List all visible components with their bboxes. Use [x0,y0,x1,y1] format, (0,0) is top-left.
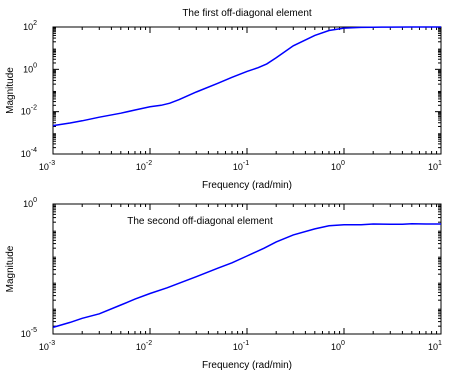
x-tick-base: 10 [331,342,341,352]
x-tick-label: 10-3 [39,160,55,172]
series-line-2 [52,222,441,329]
chart-title: The first off-diagonal element [182,8,312,19]
x-tick-exponent: 0 [341,340,345,347]
x-tick-exponent: 1 [438,160,442,167]
y-tick-exponent: 2 [33,20,37,27]
x-tick-exponent: -3 [49,340,55,347]
y-tick-base: 10 [21,329,31,339]
x-tick-exponent: -3 [49,160,55,167]
x-tick-exponent: 0 [341,160,345,167]
y-tick-label: 10-4 [21,147,37,159]
x-tick-label: 10-2 [136,340,152,352]
x-tick-label: 101 [428,160,442,172]
x-tick-base: 10 [233,342,243,352]
y-tick-base: 10 [23,64,33,74]
x-tick-label: 10-1 [233,160,249,172]
x-tick-base: 10 [136,162,146,172]
x-axis-label: Frequency (rad/min) [202,180,292,191]
x-tick-label: 101 [428,340,442,352]
x-tick-label: 10-3 [39,340,55,352]
x-tick-label: 10-2 [136,160,152,172]
y-tick-label: 102 [23,20,37,32]
y-tick-label: 100 [23,62,37,74]
x-tick-exponent: -1 [243,160,249,167]
x-tick-base: 10 [136,342,146,352]
y-tick-exponent: -4 [31,147,37,154]
x-tick-exponent: -1 [243,340,249,347]
y-tick-base: 10 [21,149,31,159]
y-tick-base: 10 [23,199,33,209]
x-tick-label: 10-1 [233,340,249,352]
x-tick-base: 10 [233,162,243,172]
x-tick-exponent: 1 [438,340,442,347]
series-line-1 [52,26,441,127]
x-tick-base: 10 [39,342,49,352]
y-axis-label: Magnitude [5,245,16,292]
x-tick-base: 10 [39,162,49,172]
x-tick-label: 100 [331,340,345,352]
chart-title: The second off-diagonal element [127,216,273,227]
y-tick-base: 10 [21,107,31,117]
y-tick-exponent: 0 [33,197,37,204]
y-tick-exponent: -2 [31,105,37,112]
y-tick-exponent: -5 [31,327,37,334]
x-axis-label: Frequency (rad/min) [202,360,292,371]
x-tick-base: 10 [428,162,438,172]
y-tick-base: 10 [23,22,33,32]
y-tick-label: 10-5 [21,327,37,339]
x-tick-label: 100 [331,160,345,172]
x-tick-base: 10 [428,342,438,352]
y-tick-label: 100 [23,197,37,209]
y-tick-label: 10-2 [21,105,37,117]
x-tick-exponent: -2 [146,340,152,347]
plot-frame [52,26,442,155]
x-tick-exponent: -2 [146,160,152,167]
x-tick-base: 10 [331,162,341,172]
y-axis-label: Magnitude [5,67,16,114]
y-tick-exponent: 0 [33,62,37,69]
